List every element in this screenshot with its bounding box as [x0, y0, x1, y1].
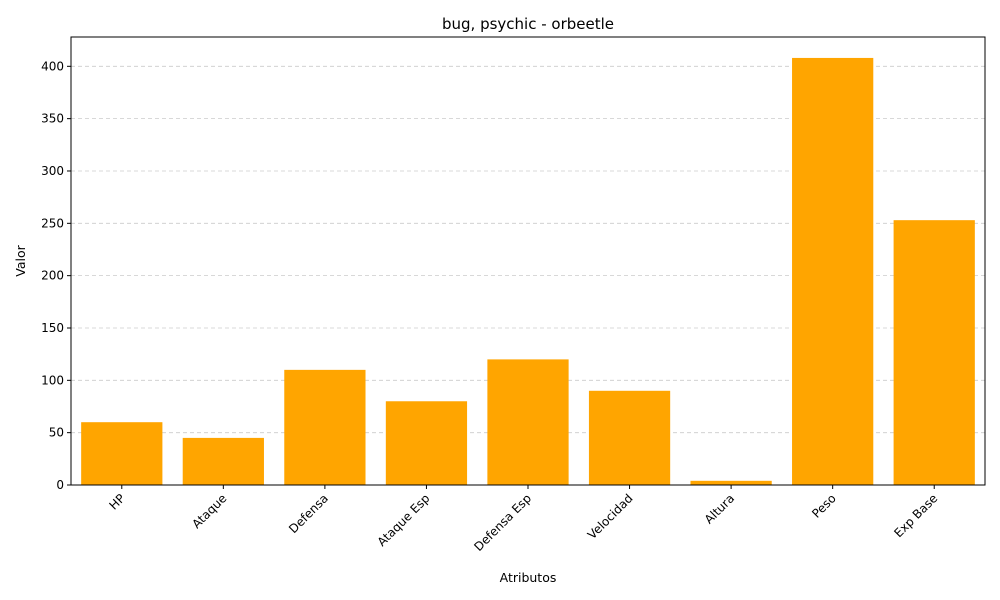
bar — [792, 57, 874, 486]
chart-title: bug, psychic - orbeetle — [442, 15, 614, 33]
bar — [588, 390, 671, 485]
bar — [284, 369, 366, 485]
bar — [385, 401, 468, 485]
y-axis-label: Valor — [13, 244, 28, 276]
y-tick-label: 50 — [49, 426, 64, 440]
y-tick-label: 350 — [41, 112, 64, 126]
bar — [690, 480, 772, 485]
y-tick-label: 0 — [56, 478, 64, 492]
x-axis-label: Atributos — [500, 570, 557, 585]
y-tick-label: 100 — [41, 373, 64, 387]
bar — [487, 359, 569, 485]
y-tick-label: 250 — [41, 216, 64, 230]
y-tick-label: 200 — [41, 269, 64, 283]
bar — [182, 437, 264, 485]
y-tick-label: 150 — [41, 321, 64, 335]
bar — [81, 422, 163, 485]
y-tick-label: 300 — [41, 164, 64, 178]
y-axis-ticks: 0 50 100 150 200 250 300 350 400 — [41, 59, 71, 492]
bar-series — [81, 57, 975, 486]
bar — [893, 220, 975, 486]
y-tick-label: 400 — [41, 59, 64, 73]
